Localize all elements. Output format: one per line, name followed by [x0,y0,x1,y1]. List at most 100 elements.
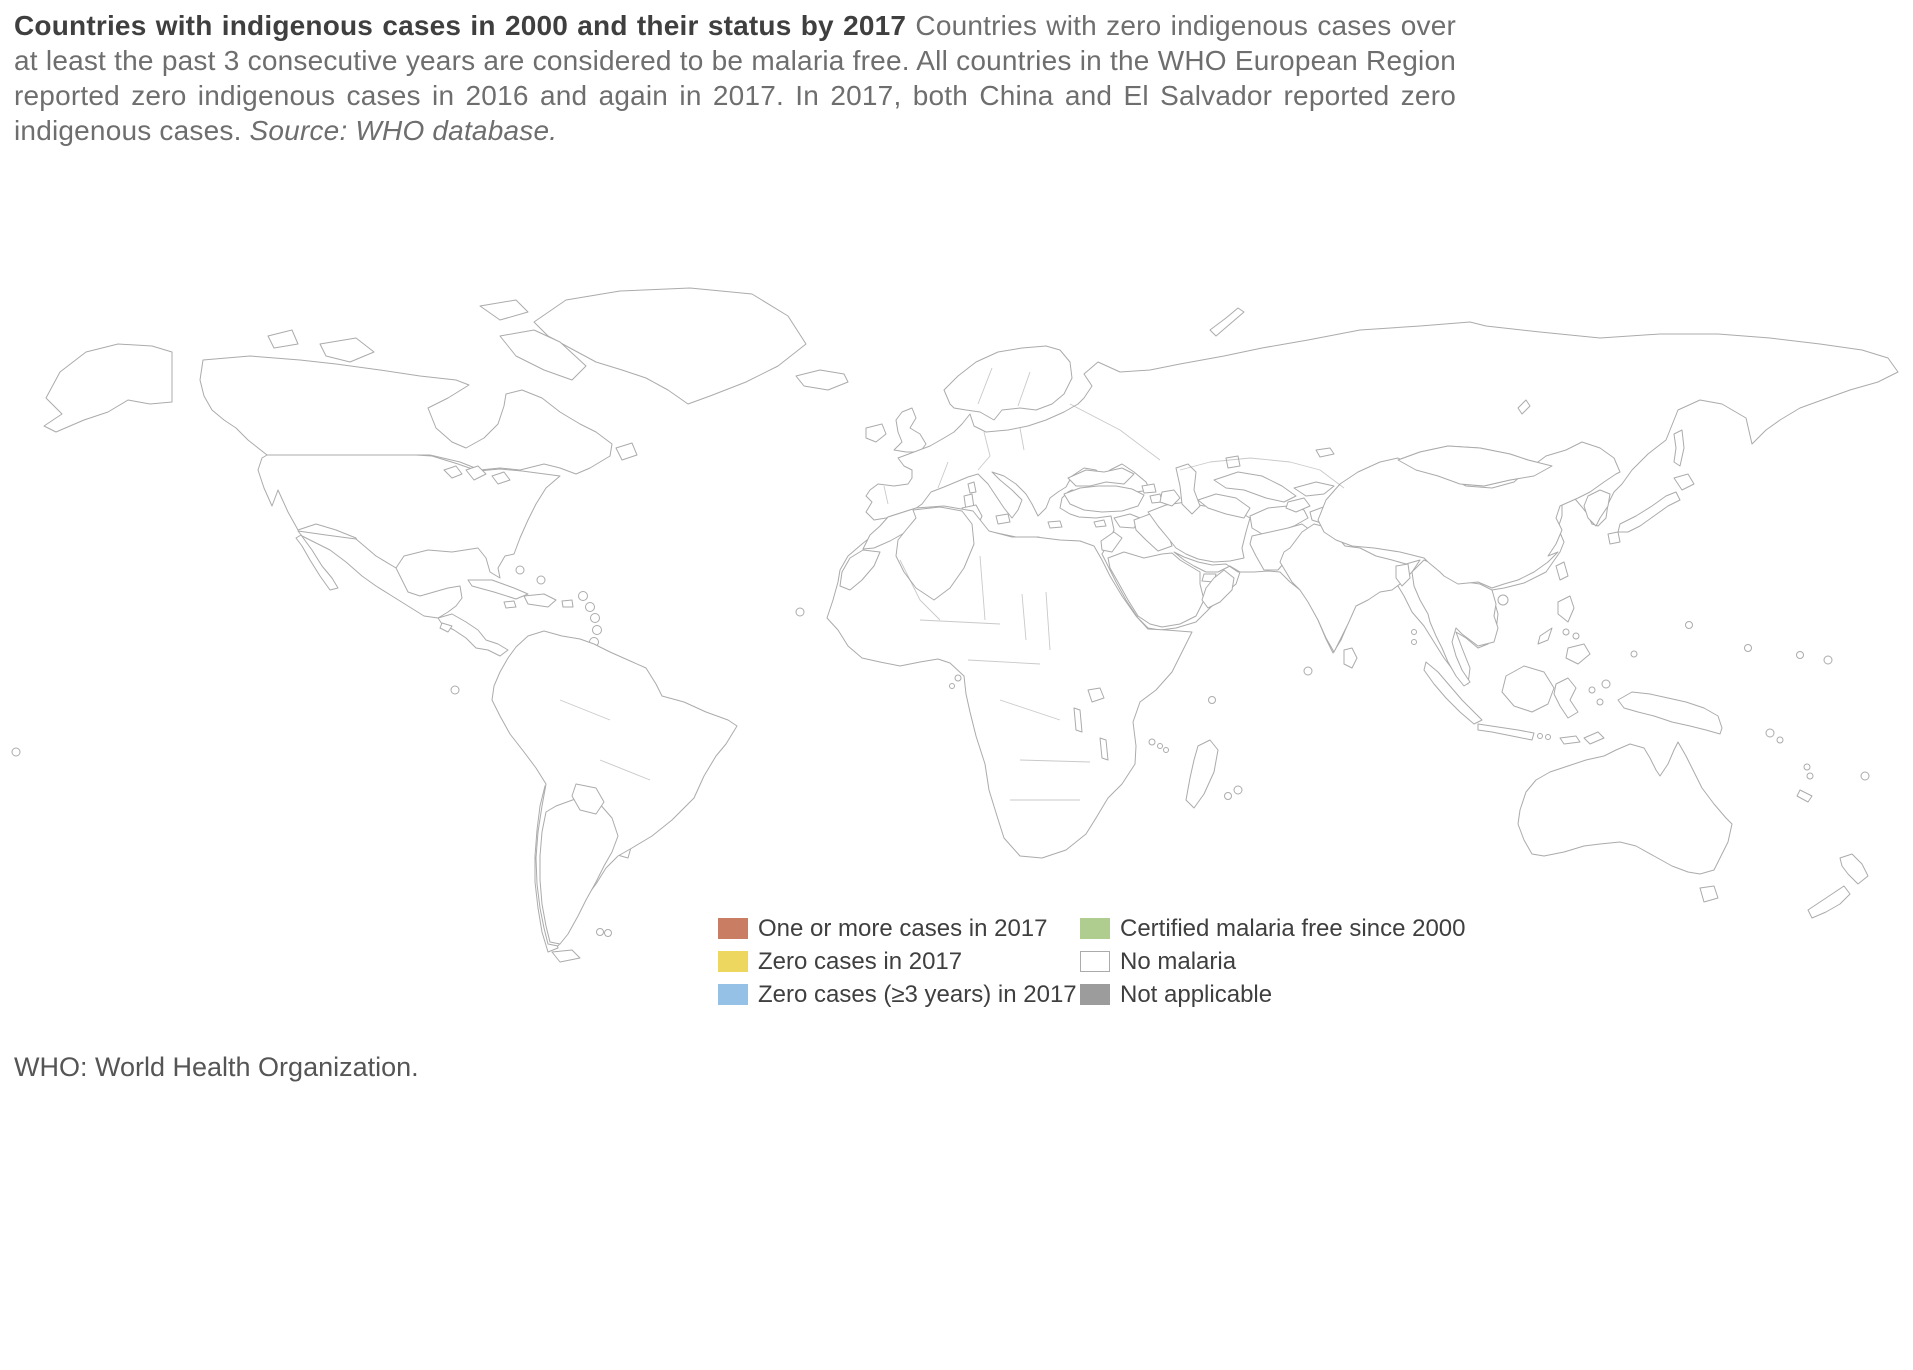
island-hispaniola [523,593,557,608]
country-uzbekistan [1213,471,1297,503]
country-mexico [297,530,463,619]
island-micronesia-2 [1796,651,1804,659]
legend-swatch-one-or-more [718,918,748,939]
island-newfoundland [615,442,638,461]
figure-caption: Countries with indigenous cases in 2000 … [14,8,1456,148]
island-tierra-del-fuego [551,949,581,963]
sea-black [1067,467,1135,487]
legend-item-not-applicable: Not applicable [1080,978,1466,1011]
country-azerbaijan [1159,489,1181,507]
legend-item-one-or-more: One or more cases in 2017 [718,912,1080,945]
country-usa [257,454,561,579]
island-vanuatu-2 [1806,772,1814,780]
continent-africa [826,505,1193,859]
island-banks [267,329,299,349]
island-honshu [1617,491,1681,533]
island-crete [1047,520,1063,529]
island-corsica [967,481,977,494]
island-principe [949,683,955,689]
island-guam [1685,621,1693,629]
country-argentina [539,797,619,945]
legend-column-2: Certified malaria free since 2000 No mal… [1080,912,1466,1011]
region-southeast-asia [1411,559,1499,687]
island-sulawesi [1553,677,1579,719]
island-maldives [1303,666,1313,676]
island-hainan [1497,594,1509,606]
region-central-america [437,613,509,657]
island-andaman-1 [1411,629,1417,635]
island-sumatra [1423,661,1483,725]
island-comoros-1 [1148,738,1156,746]
country-georgia [1141,483,1157,494]
country-ireland [865,423,887,443]
legend-swatch-zero-2017 [718,951,748,972]
country-el-salvador [439,622,453,633]
island-baffin [499,329,587,381]
country-iceland [795,369,849,391]
country-sri-lanka [1343,647,1358,669]
island-mindanao [1565,643,1591,665]
island-jamaica [503,600,517,609]
island-palawan [1537,627,1553,645]
country-korea [1583,489,1611,527]
border-france-east [937,461,949,489]
country-oman [1201,569,1235,609]
country-united-kingdom [893,407,927,453]
internal-borders [559,367,1345,801]
country-turkmenistan [1197,493,1251,519]
island-seychelles [1208,696,1216,704]
legend-label: Zero cases in 2017 [758,947,963,975]
country-greenland [533,287,807,405]
lake-superior [443,465,463,479]
border-niger [979,555,986,621]
legend-item-zero-3years: Zero cases (≥3 years) in 2017 [718,978,1080,1011]
island-halmahera [1601,679,1611,689]
border-peru-brazil [559,699,611,721]
legend-column-1: One or more cases in 2017 Zero cases in … [718,912,1080,1011]
lake-michigan-huron [465,465,487,481]
country-algeria [895,506,975,601]
island-reunion [1224,792,1232,800]
country-tajikistan [1285,497,1311,513]
island-nz-south [1807,885,1851,919]
legend-swatch-no-malaria [1080,951,1110,972]
legend-item-no-malaria: No malaria [1080,945,1466,978]
legend-swatch-certified-free [1080,918,1110,939]
map-legend: One or more cases in 2017 Zero cases in … [718,912,1466,1011]
lake-victoria [1087,687,1105,703]
island-falkland-west [596,928,604,936]
lakes [443,399,1531,761]
country-alaska [43,343,173,433]
legend-swatch-not-applicable [1080,984,1110,1005]
island-mauritius [1233,785,1243,795]
island-timor [1583,731,1605,745]
lake-baikal [1517,399,1531,415]
country-australia [1517,741,1733,875]
island-bahamas-2 [536,575,546,585]
legend-label: Certified malaria free since 2000 [1120,914,1466,942]
island-tasmania [1699,885,1719,903]
border-mali [899,559,941,621]
island-antilles-2 [585,602,595,612]
island-lombok [1545,734,1551,740]
island-maluku-2 [1596,698,1604,706]
region-baja-california [295,534,339,591]
border-congo-south [999,699,1061,721]
island-madagascar [1185,739,1219,809]
island-solomon-1 [1765,728,1775,738]
island-bahamas-1 [515,565,525,575]
island-novaya-zemlya [1209,307,1245,337]
country-western-sahara [839,549,881,591]
country-kyrgyzstan [1293,481,1335,497]
border-russia-west [1069,403,1161,461]
island-mayotte [1163,747,1169,753]
country-cuba [467,579,529,600]
country-bangladesh [1395,563,1411,587]
island-sao-tome [954,674,962,682]
border-sudan [1045,591,1051,651]
lake-erie-ontario [491,471,511,485]
legend-item-zero-2017: Zero cases in 2017 [718,945,1080,978]
sea-caspian [1175,463,1201,515]
island-andaman-2 [1411,639,1417,645]
